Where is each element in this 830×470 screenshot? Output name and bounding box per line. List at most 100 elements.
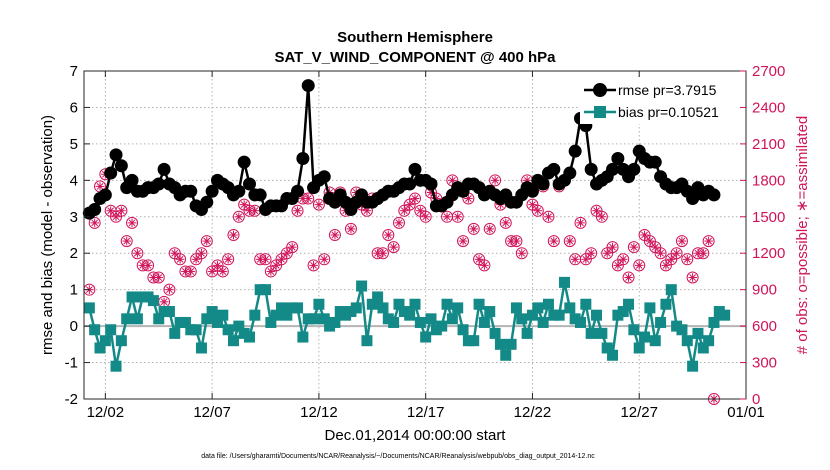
obs-count-point	[617, 253, 630, 266]
bias-point	[500, 349, 512, 361]
obs-assimilated-marker	[262, 255, 269, 263]
obs-count-point	[606, 241, 619, 254]
obs-assimilated-marker	[513, 237, 520, 245]
obs-assimilated-marker	[566, 237, 574, 245]
obs-assimilated-marker	[224, 255, 232, 263]
obs-count-point	[702, 235, 715, 248]
obs-assimilated-marker	[619, 255, 627, 263]
obs-assimilated-marker	[481, 261, 488, 269]
right-tick-label: 1200	[752, 245, 785, 262]
obs-possible-marker	[126, 216, 139, 229]
obs-assimilated-marker	[464, 195, 472, 202]
obs-possible-marker	[622, 271, 635, 284]
bias-point	[249, 309, 261, 321]
obs-count-point	[574, 216, 587, 229]
legend-bias-label: bias pr=0.10521	[618, 104, 719, 120]
obs-assimilated-marker	[705, 237, 713, 245]
bias-point	[596, 327, 608, 339]
rmse-point	[563, 166, 577, 180]
obs-assimilated-marker	[486, 225, 494, 233]
bias-point	[521, 327, 533, 339]
obs-possible-marker	[232, 210, 245, 223]
bias-point	[110, 360, 122, 372]
bias-point	[697, 342, 709, 354]
obs-count-point	[115, 204, 128, 217]
obs-count-point	[184, 265, 197, 278]
obs-possible-marker	[142, 259, 155, 272]
rmse-point	[152, 177, 166, 191]
obs-possible-marker	[574, 216, 587, 229]
obs-count-point	[585, 247, 598, 260]
bias-point	[649, 335, 661, 347]
left-tick-label: 4	[70, 172, 78, 189]
bias-point	[473, 298, 485, 310]
obs-count-point	[478, 259, 491, 272]
bias-point	[639, 331, 651, 343]
bias-point	[617, 306, 629, 318]
obs-assimilated-marker	[166, 286, 173, 294]
obs-count-point	[451, 210, 464, 223]
rmse-point	[232, 184, 246, 198]
obs-assimilated-marker	[288, 243, 296, 251]
obs-assimilated-marker	[128, 219, 136, 227]
right-axis-ticks: 0 300 600 900 1200 1500 1800 2100 2400 2700	[740, 63, 785, 408]
right-tick-label: 900	[752, 282, 777, 299]
obs-possible-marker	[451, 210, 464, 223]
obs-possible-marker	[467, 222, 480, 235]
left-tick-label: 6	[70, 99, 78, 116]
bias-point	[94, 342, 106, 354]
obs-count-point	[483, 222, 496, 235]
obs-possible-marker	[227, 229, 240, 241]
obs-assimilated-marker	[678, 237, 686, 245]
bias-point	[393, 298, 405, 310]
obs-possible-marker	[563, 235, 576, 248]
obs-assimilated-marker	[518, 249, 526, 257]
obs-assimilated-marker	[443, 213, 451, 221]
obs-count-point	[392, 216, 405, 229]
obs-possible-marker	[627, 241, 640, 254]
bias-point	[233, 320, 245, 332]
obs-possible-marker	[595, 210, 608, 223]
obs-assimilated-marker	[625, 274, 632, 281]
obs-assimilated-marker	[587, 249, 595, 257]
right-axis-label: # of obs: o=possible; ∗=assimilated	[794, 116, 811, 355]
bias-point	[510, 302, 522, 314]
right-tick-label: 2700	[752, 63, 785, 80]
bias-point	[377, 302, 389, 314]
rmse-point	[568, 144, 582, 158]
obs-assimilated-marker	[635, 261, 643, 269]
rmse-point	[296, 151, 310, 165]
bias-point	[179, 316, 191, 328]
obs-assimilated-marker	[470, 225, 478, 233]
obs-assimilated-marker	[347, 225, 355, 233]
obs-possible-marker	[344, 222, 357, 235]
legend-rmse-marker	[593, 83, 607, 97]
bias-point	[692, 327, 704, 339]
obs-count-point	[259, 253, 272, 266]
obs-count-point	[697, 247, 710, 260]
obs-possible-marker	[457, 235, 470, 248]
rmse-point	[606, 162, 620, 176]
bias-point	[494, 338, 506, 350]
bias-point	[121, 313, 133, 325]
obs-count-point	[670, 247, 683, 260]
bias-point	[703, 335, 715, 347]
bias-point	[687, 360, 699, 372]
obs-assimilated-marker	[144, 261, 152, 269]
bias-point	[163, 306, 175, 318]
x-tick-label: 12/22	[514, 404, 552, 421]
obs-possible-marker	[115, 204, 128, 217]
left-tick-label: 5	[70, 136, 78, 153]
obs-possible-marker	[702, 235, 715, 248]
right-tick-label: 600	[752, 318, 777, 335]
bias-point	[409, 298, 421, 310]
rmse-point	[424, 177, 438, 191]
bias-point	[516, 313, 528, 325]
obs-assimilated-marker	[198, 249, 205, 257]
obs-possible-marker	[174, 253, 187, 266]
obs-assimilated-marker	[651, 243, 659, 251]
legend-box	[580, 78, 738, 124]
bias-point	[308, 313, 320, 325]
bias-point	[623, 298, 635, 310]
